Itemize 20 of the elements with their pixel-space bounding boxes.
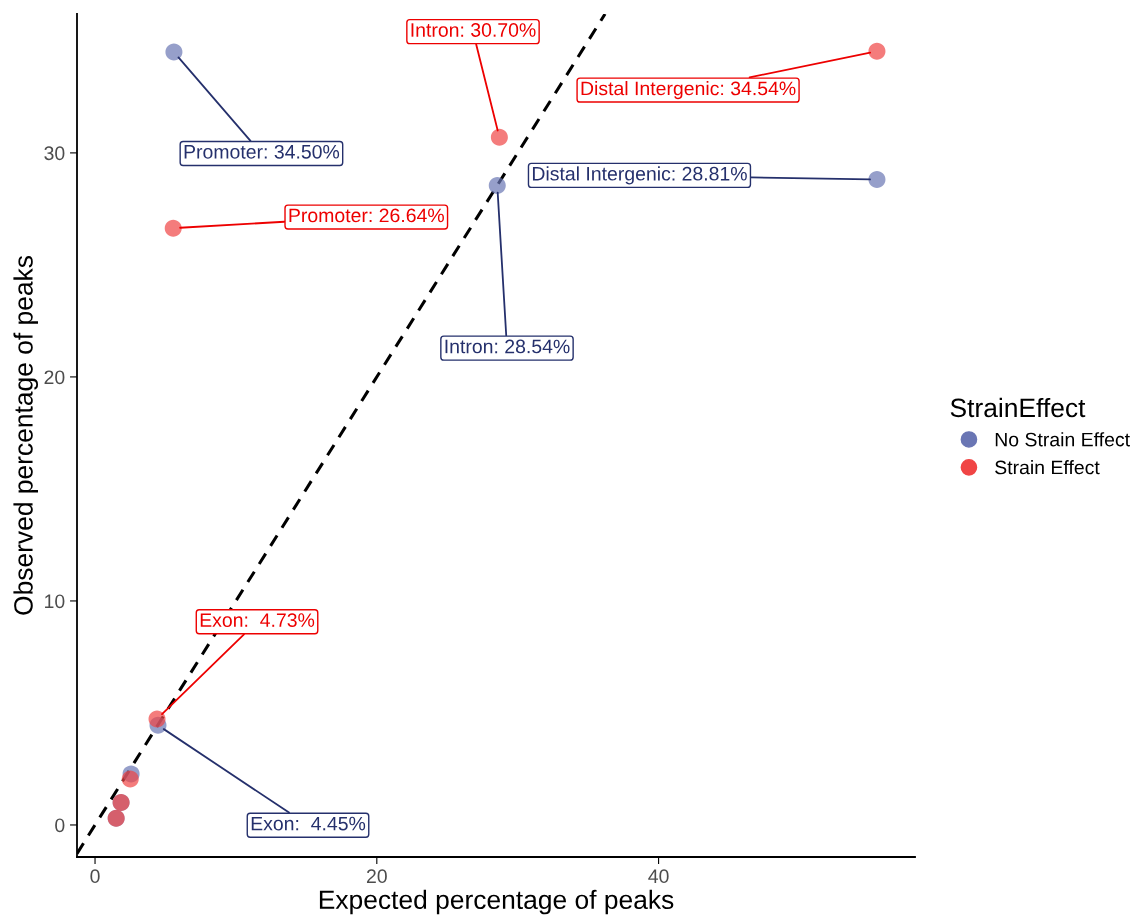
legend-label: Strain Effect	[995, 460, 1100, 475]
annotation: Promoter: 26.64%	[289, 208, 444, 223]
annotation: Intron: 28.54%	[445, 339, 570, 354]
x-tick-label: 20	[366, 869, 387, 884]
x-axis-title: Expected percentage of peaks	[319, 889, 674, 915]
annotation: Distal Intergenic: 28.81%	[532, 166, 747, 185]
y-axis-title: Observed percentage of peaks	[13, 256, 39, 615]
legend-label: No Strain Effect	[995, 432, 1130, 447]
y-tick-label: 10	[45, 594, 65, 609]
y-tick-label: 30	[44, 146, 65, 161]
annotation: Exon: 4.73%	[200, 613, 315, 627]
x-tick-label: 40	[648, 869, 669, 884]
annotation: Intron: 30.70%	[411, 23, 536, 37]
annotation: Exon: 4.45%	[251, 816, 366, 831]
y-tick-label: 0	[55, 818, 65, 833]
legend-title: StrainEffect	[950, 397, 1086, 418]
x-tick-label: 0	[90, 869, 100, 884]
y-tick-label: 20	[44, 370, 65, 385]
annotation: Distal Intergenic: 34.54%	[581, 81, 796, 100]
annotation: Promoter: 34.50%	[184, 144, 340, 159]
